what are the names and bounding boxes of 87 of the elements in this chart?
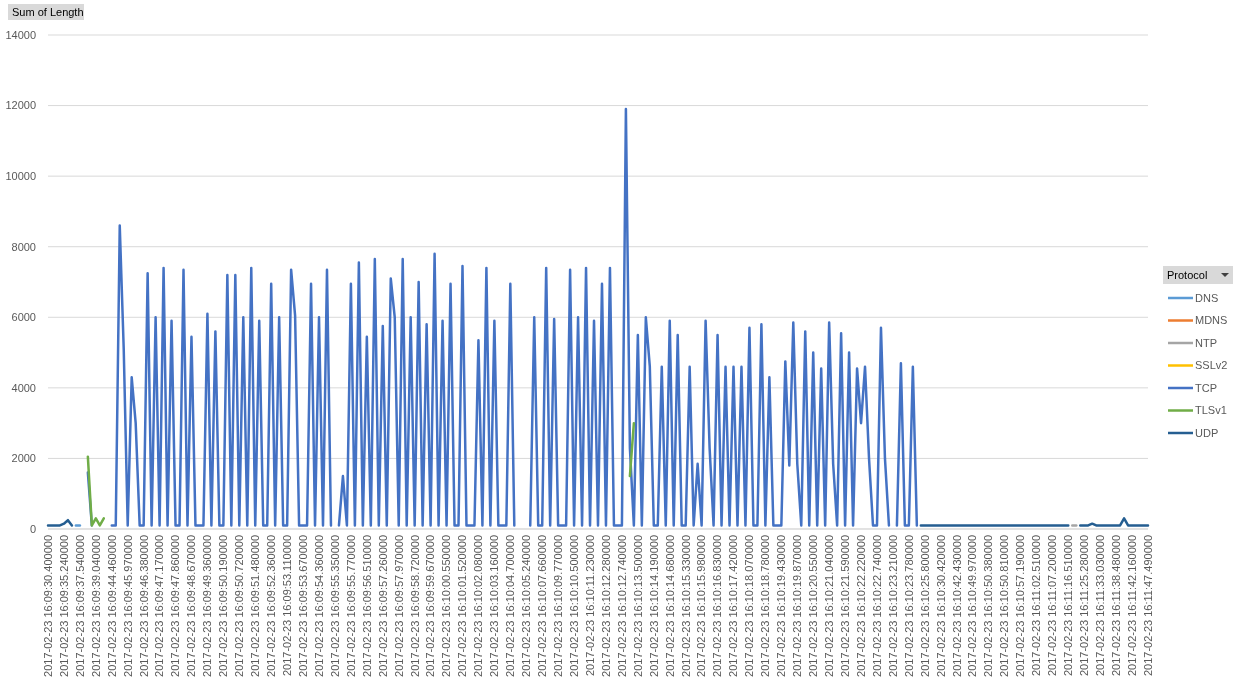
x-tick-label: 2017-02-23 16:10:01.520000 [456, 535, 469, 677]
x-tick-label: 2017-02-23 16:10:57.190000 [1014, 535, 1027, 677]
x-tick-label: 2017-02-23 16:10:10.500000 [567, 535, 580, 677]
x-tick-label: 2017-02-23 16:09:47.170000 [153, 535, 166, 677]
x-tick-label: 2017-02-23 16:10:17.420000 [727, 535, 740, 677]
x-tick-label: 2017-02-23 16:11:16.510000 [1062, 535, 1075, 677]
x-tick-label: 2017-02-23 16:10:12.740000 [615, 535, 628, 677]
x-tick-label: 2017-02-23 16:09:45.970000 [121, 535, 134, 677]
y-tick-label: 0 [29, 522, 36, 535]
x-tick-label: 2017-02-23 16:09:50.720000 [233, 535, 246, 677]
x-tick-label: 2017-02-23 16:09:56.510000 [360, 535, 373, 677]
x-tick-label: 2017-02-23 16:10:18.070000 [743, 535, 756, 677]
legend-label: MDNS [1195, 314, 1228, 327]
x-tick-label: 2017-02-23 16:11:42.160000 [1125, 535, 1138, 677]
x-tick-label: 2017-02-23 16:10:00.550000 [440, 535, 453, 677]
x-tick-label: 2017-02-23 16:10:15.980000 [695, 535, 708, 677]
x-tick-label: 2017-02-23 16:11:33.030000 [1094, 535, 1107, 677]
x-tick-label: 2017-02-23 16:10:09.770000 [551, 535, 564, 677]
x-tick-label: 2017-02-23 16:09:37.540000 [73, 535, 86, 677]
x-tick-label: 2017-02-23 16:10:19.430000 [775, 535, 788, 677]
x-tick-label: 2017-02-23 16:10:18.780000 [759, 535, 772, 677]
x-tick-label: 2017-02-23 16:09:35.240000 [57, 535, 70, 677]
x-tick-label: 2017-02-23 16:10:12.280000 [599, 535, 612, 677]
x-tick-label: 2017-02-23 16:09:50.190000 [217, 535, 230, 677]
legend-label: DNS [1195, 291, 1219, 304]
y-tick-label: 8000 [11, 240, 36, 253]
x-tick-label: 2017-02-23 16:09:30.400000 [41, 535, 54, 677]
x-tick-label: 2017-02-23 16:09:48.670000 [185, 535, 198, 677]
x-tick-label: 2017-02-23 16:09:49.360000 [201, 535, 214, 677]
x-tick-label: 2017-02-23 16:11:47.490000 [1141, 535, 1154, 677]
x-tick-label: 2017-02-23 16:09:53.670000 [296, 535, 309, 677]
x-tick-label: 2017-02-23 16:10:50.380000 [982, 535, 995, 677]
x-tick-label: 2017-02-23 16:10:04.700000 [504, 535, 517, 677]
legend-title: Protocol [1167, 268, 1208, 281]
x-tick-label: 2017-02-23 16:11:25.280000 [1078, 535, 1091, 677]
x-tick-label: 2017-02-23 16:10:20.550000 [807, 535, 820, 677]
x-tick-label: 2017-02-23 16:10:49.970000 [966, 535, 979, 677]
x-tick-label: 2017-02-23 16:10:05.240000 [520, 535, 533, 677]
y-tick-label: 6000 [11, 311, 36, 324]
x-tick-label: 2017-02-23 16:10:42.430000 [950, 535, 963, 677]
x-tick-label: 2017-02-23 16:09:55.350000 [328, 535, 341, 677]
legend-label: TCP [1195, 381, 1217, 394]
y-tick-label: 12000 [5, 99, 36, 112]
x-tick-label: 2017-02-23 16:09:58.720000 [408, 535, 421, 677]
x-tick-label: 2017-02-23 16:10:03.160000 [488, 535, 501, 677]
x-tick-label: 2017-02-23 16:10:50.810000 [998, 535, 1011, 677]
x-tick-label: 2017-02-23 16:09:39.040000 [89, 535, 102, 677]
legend-label: SSLv2 [1195, 359, 1228, 372]
y-tick-label: 4000 [11, 381, 36, 394]
x-tick-label: 2017-02-23 16:10:25.800000 [918, 535, 931, 677]
x-tick-label: 2017-02-23 16:09:47.860000 [169, 535, 182, 677]
x-tick-label: 2017-02-23 16:10:21.590000 [838, 535, 851, 677]
x-tick-label: 2017-02-23 16:10:21.040000 [823, 535, 836, 677]
x-tick-label: 2017-02-23 16:09:54.360000 [312, 535, 325, 677]
x-tick-label: 2017-02-23 16:09:53.110000 [280, 535, 293, 677]
x-tick-label: 2017-02-23 16:10:15.330000 [679, 535, 692, 677]
x-tick-label: 2017-02-23 16:09:51.480000 [249, 535, 262, 677]
x-tick-label: 2017-02-23 16:09:52.360000 [265, 535, 278, 677]
x-tick-label: 2017-02-23 16:10:22.220000 [854, 535, 867, 677]
x-tick-label: 2017-02-23 16:09:55.770000 [344, 535, 357, 677]
y-tick-label: 10000 [5, 169, 36, 182]
x-tick-label: 2017-02-23 16:09:44.460000 [105, 535, 118, 677]
x-tick-label: 2017-02-23 16:10:30.420000 [934, 535, 947, 677]
x-tick-label: 2017-02-23 16:10:07.660000 [536, 535, 549, 677]
x-tick-label: 2017-02-23 16:11:07.200000 [1046, 535, 1059, 677]
x-tick-label: 2017-02-23 16:10:14.190000 [647, 535, 660, 677]
y-tick-label: 14000 [5, 28, 36, 41]
x-tick-label: 2017-02-23 16:11:38.480000 [1109, 535, 1122, 677]
x-tick-label: 2017-02-23 16:09:57.260000 [376, 535, 389, 677]
legend-label: NTP [1195, 336, 1217, 349]
x-tick-label: 2017-02-23 16:09:46.380000 [137, 535, 150, 677]
legend-label: UDP [1195, 426, 1219, 439]
x-tick-label: 2017-02-23 16:10:16.830000 [711, 535, 724, 677]
x-tick-label: 2017-02-23 16:10:11.230000 [583, 535, 596, 677]
x-tick-label: 2017-02-23 16:10:19.870000 [791, 535, 804, 677]
y-axis-title: Sum of Length [12, 5, 84, 18]
x-tick-label: 2017-02-23 16:10:22.740000 [870, 535, 883, 677]
x-tick-label: 2017-02-23 16:10:02.080000 [472, 535, 485, 677]
x-tick-label: 2017-02-23 16:10:23.210000 [886, 535, 899, 677]
x-tick-label: 2017-02-23 16:10:14.680000 [663, 535, 676, 677]
x-tick-label: 2017-02-23 16:11:02.510000 [1030, 535, 1043, 677]
x-tick-label: 2017-02-23 16:09:59.670000 [424, 535, 437, 677]
x-tick-label: 2017-02-23 16:10:13.500000 [631, 535, 644, 677]
legend-label: TLSv1 [1195, 404, 1227, 417]
y-tick-label: 2000 [11, 452, 36, 465]
x-tick-label: 2017-02-23 16:10:23.780000 [902, 535, 915, 677]
x-tick-label: 2017-02-23 16:09:57.970000 [392, 535, 405, 677]
